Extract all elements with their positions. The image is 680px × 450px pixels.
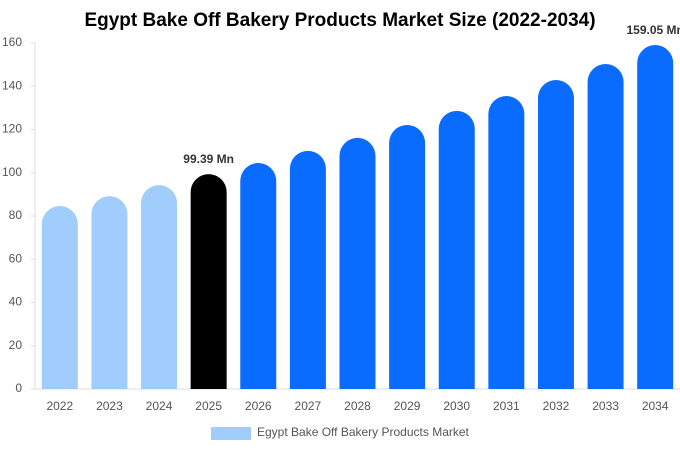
x-tick-label: 2032 xyxy=(543,399,570,413)
x-tick-label: 2025 xyxy=(195,399,222,413)
bar xyxy=(41,206,78,389)
x-tick-label: 2028 xyxy=(344,399,371,413)
x-tick-label: 2022 xyxy=(46,399,73,413)
bar xyxy=(537,79,574,389)
bar xyxy=(190,174,227,389)
bar xyxy=(438,110,475,389)
x-tick-label: 2033 xyxy=(592,399,619,413)
x-tick-label: 2027 xyxy=(295,399,322,413)
y-tick-label: 40 xyxy=(9,295,23,309)
value-label: 99.39 Mn xyxy=(183,152,234,166)
x-tick-label: 2031 xyxy=(493,399,520,413)
x-tick-label: 2034 xyxy=(642,399,669,413)
bar xyxy=(587,63,624,389)
x-tick-label: 2029 xyxy=(394,399,421,413)
chart-title: Egypt Bake Off Bakery Products Market Si… xyxy=(84,10,595,31)
y-tick-label: 100 xyxy=(2,165,22,179)
value-label: 159.05 Mn xyxy=(627,23,680,37)
legend-swatch xyxy=(211,427,251,440)
y-tick-label: 120 xyxy=(2,122,22,136)
y-tick-label: 60 xyxy=(9,251,23,265)
bar xyxy=(240,163,277,389)
x-tick-label: 2026 xyxy=(245,399,272,413)
x-tick-label: 2024 xyxy=(146,399,173,413)
bar xyxy=(289,150,326,389)
y-tick-label: 80 xyxy=(9,208,23,222)
y-tick-label: 140 xyxy=(2,78,22,92)
x-tick-label: 2030 xyxy=(443,399,470,413)
bar xyxy=(488,96,525,389)
y-tick-label: 0 xyxy=(15,381,22,395)
bar xyxy=(389,124,426,390)
bar xyxy=(339,137,376,389)
legend-label: Egypt Bake Off Bakery Products Market xyxy=(257,425,470,439)
y-tick-label: 160 xyxy=(2,35,22,49)
bar xyxy=(91,196,128,389)
bar xyxy=(141,185,178,389)
x-tick-label: 2023 xyxy=(96,399,123,413)
bar xyxy=(637,45,674,389)
y-tick-label: 20 xyxy=(9,338,23,352)
